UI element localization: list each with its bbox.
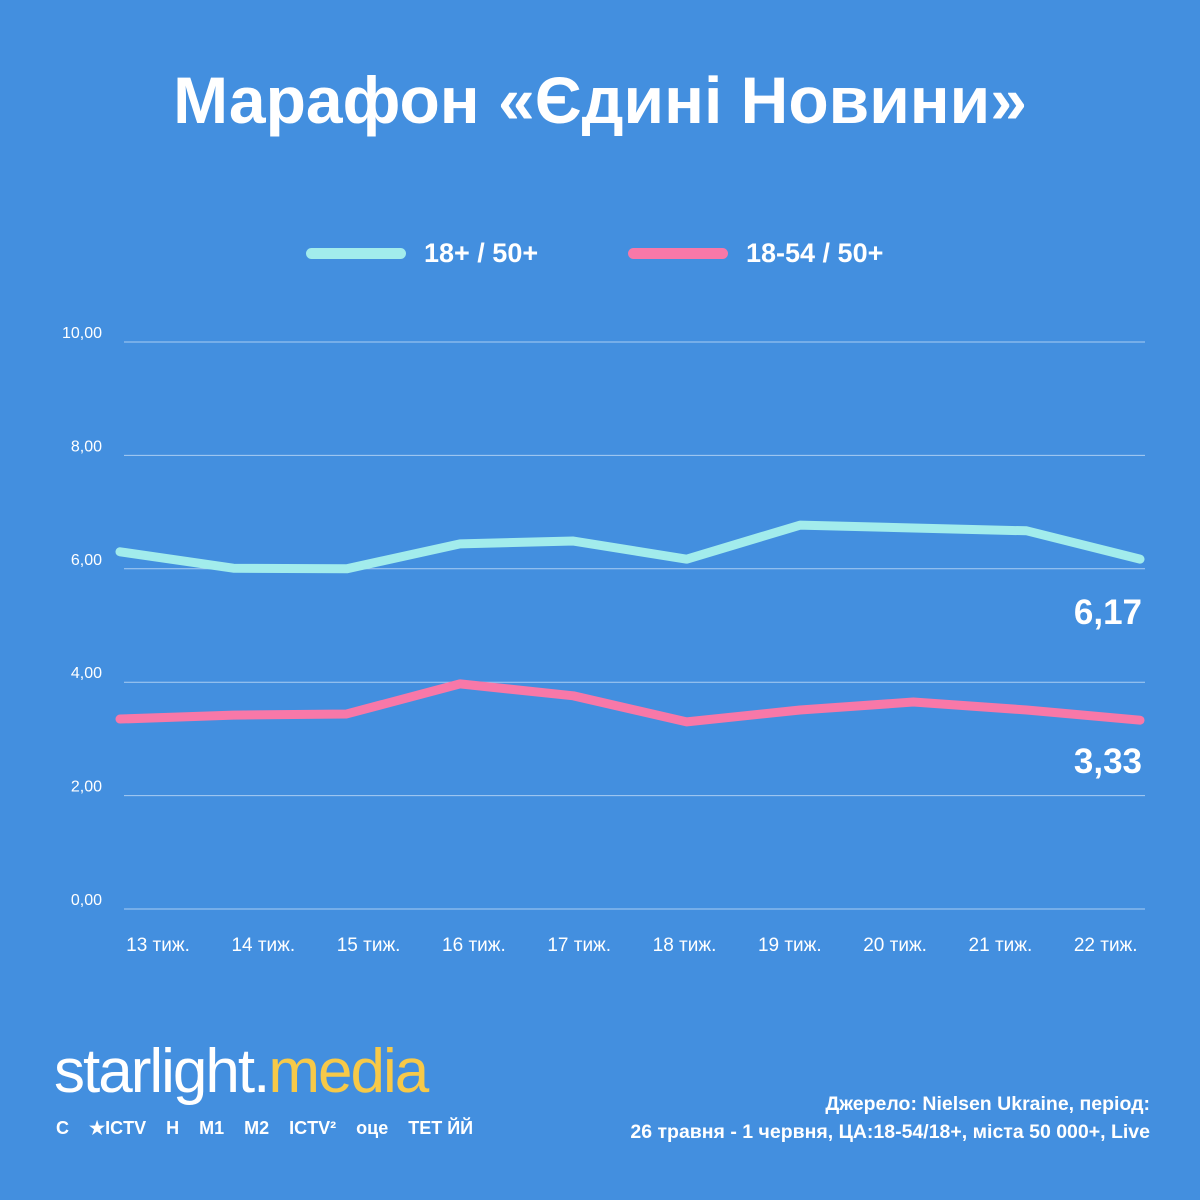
chart-title: Марафон «Єдині Новини»	[173, 63, 1027, 137]
x-tick-label: 20 тиж.	[863, 935, 927, 956]
y-tick-label: 8,00	[71, 438, 102, 455]
y-tick-label: 2,00	[71, 779, 102, 796]
y-tick-label: 10,00	[62, 325, 102, 342]
source-line: 26 травня - 1 червня, ЦА:18-54/18+, міст…	[630, 1121, 1150, 1143]
line-chart: 0,00 2,00 4,00 6,00 8,00 10,00 13 тиж. 14 тиж. 1…	[62, 325, 1145, 956]
channel-logo: ★ICTV	[89, 1118, 147, 1138]
end-value-label: 3,33	[1074, 742, 1142, 781]
starlight-media-logo: starlight.media	[54, 1037, 429, 1106]
y-tick-label: 6,00	[71, 552, 102, 569]
legend-label: 18+ / 50+	[424, 238, 539, 268]
x-tick-label: 18 тиж.	[653, 935, 717, 956]
x-tick-label: 17 тиж.	[547, 935, 611, 956]
legend-item-18-54: 18-54 / 50+	[628, 238, 883, 269]
legend-label: 18-54 / 50+	[746, 238, 884, 268]
x-tick-label: 14 тиж.	[231, 935, 295, 956]
x-tick-label: 21 тиж.	[969, 935, 1033, 956]
series-line-0	[115, 520, 1145, 574]
channel-logo: С	[56, 1118, 69, 1138]
x-tick-label: 15 тиж.	[337, 935, 401, 956]
y-tick-label: 0,00	[71, 892, 102, 909]
x-tick-label: 19 тиж.	[758, 935, 822, 956]
legend-swatch	[628, 248, 728, 259]
channel-logo: М2	[244, 1118, 270, 1138]
x-tick-label: 13 тиж.	[126, 935, 190, 956]
end-value-label: 6,17	[1074, 593, 1142, 632]
series-line-1	[115, 679, 1145, 727]
channel-logo: Н	[166, 1118, 180, 1138]
source-line: Джерело: Nielsen Ukraine, період:	[825, 1093, 1150, 1115]
channel-logo: ТЕТ ЙЙ	[408, 1118, 474, 1138]
channel-logo: ICTV²	[289, 1118, 337, 1138]
x-tick-label: 22 тиж.	[1074, 935, 1138, 956]
y-tick-label: 4,00	[71, 665, 102, 682]
channel-logos: С ★ICTV Н М1 М2 ICTV² оце ТЕТ ЙЙ	[56, 1118, 473, 1139]
channel-logo: М1	[199, 1118, 225, 1138]
x-tick-label: 16 тиж.	[442, 935, 506, 956]
legend-swatch	[306, 248, 406, 259]
channel-logo: оце	[356, 1118, 389, 1138]
source-note: Джерело: Nielsen Ukraine, період: 26 тра…	[630, 1090, 1150, 1146]
legend-item-18plus: 18+ / 50+	[306, 238, 538, 269]
